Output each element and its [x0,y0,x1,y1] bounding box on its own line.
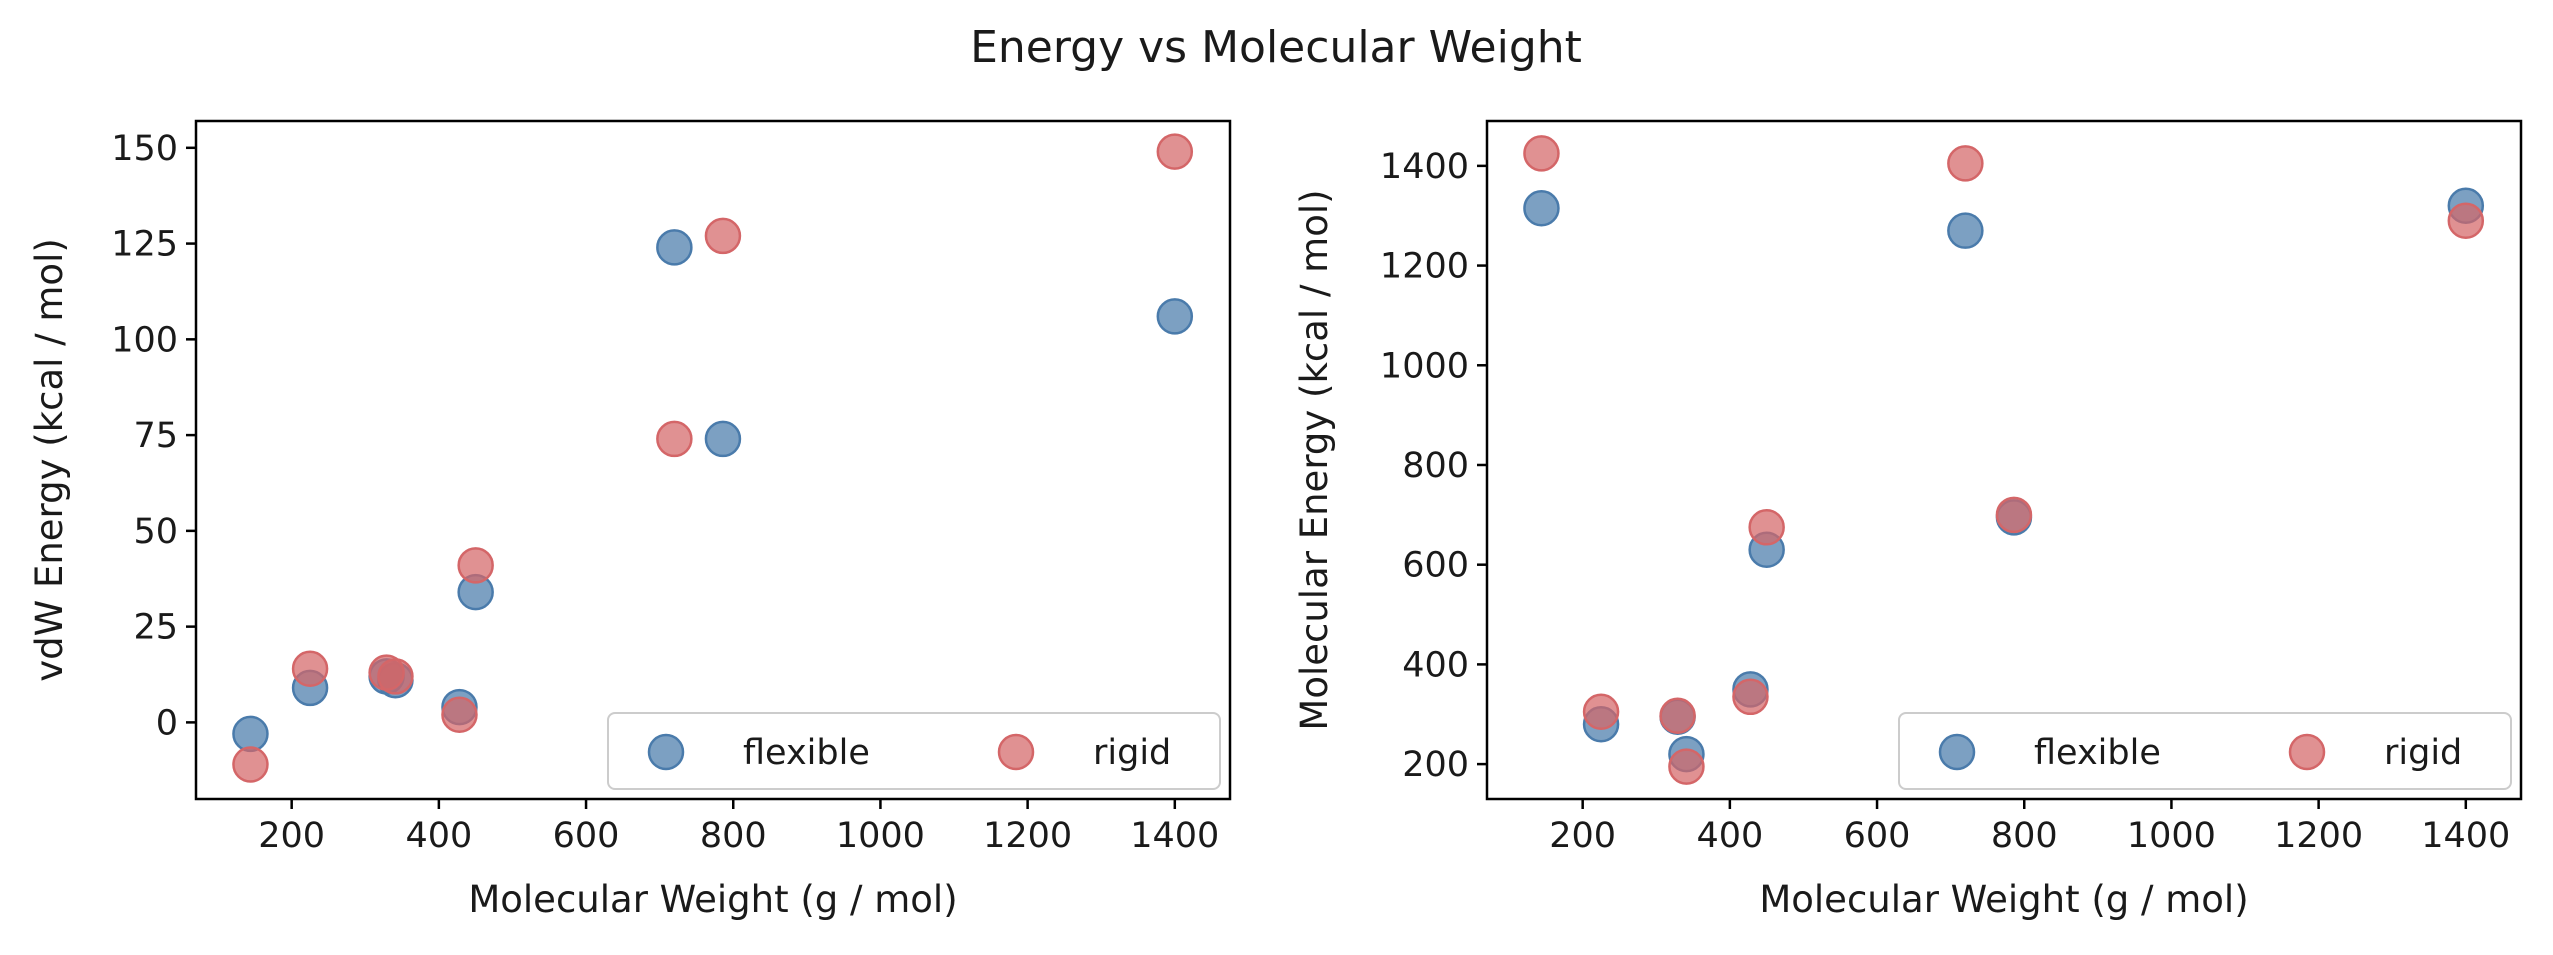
y-tick-label: 100 [111,320,178,360]
data-point-rigid [441,696,478,733]
legend-marker-rigid [2288,733,2326,771]
x-tick-label: 1200 [983,816,1072,856]
data-point-flexible [1156,298,1194,335]
y-tick-label: 1200 [1380,247,1469,287]
legend-label-flexible: flexible [743,733,870,773]
y-tick-label: 150 [111,129,178,169]
data-point-rigid [457,547,494,584]
data-point-flexible [232,715,269,753]
charts-container: 200 400 600 800 1000 1200 1400 0 25 50 75 100 125 150… [28,119,2523,921]
figure-title: Energy vs Molecular Weight [970,22,1582,73]
x-tick-label: 200 [1549,816,1616,856]
y-tick-label: 50 [133,512,178,552]
y-axis-label: Molecular Energy (kcal / mol) [1293,189,1336,730]
y-tick-label: 0 [156,703,178,743]
x-axis-label: Molecular Weight (g / mol) [1759,878,2248,921]
data-point-rigid [1947,145,1984,182]
legend-marker-rigid [997,733,1035,771]
data-point-flexible [1947,212,1984,249]
axes-frame [1485,119,2523,801]
legend-box [1898,712,2512,790]
data-point-rigid [1156,133,1194,170]
x-tick-label: 1400 [2421,816,2510,856]
data-point-rigid [377,658,414,695]
legend-label-rigid: rigid [1093,733,1171,773]
x-tick-label: 400 [1696,816,1763,856]
x-tick-label: 600 [553,816,620,856]
y-tick-label: 200 [1402,745,1469,785]
y-tick-label: 25 [133,608,178,648]
data-point-flexible [704,420,742,458]
series-rigid [1523,135,2485,785]
data-point-rigid [704,217,742,255]
x-tick-label: 600 [1844,816,1911,856]
data-point-rigid [1582,693,1620,731]
series-rigid [232,133,1194,783]
data-point-rigid [291,650,329,688]
data-point-rigid [1668,748,1705,785]
chart-panel-1: 200 400 600 800 1000 1200 1400 0 25 50 75 100 125 150… [28,119,1232,921]
data-point-flexible [656,229,693,266]
data-point-rigid [1659,697,1696,734]
legend: flexible rigid [1898,712,2512,790]
y-tick-label: 800 [1402,446,1469,486]
data-point-rigid [656,420,693,458]
x-tick-label: 1400 [1130,816,1219,856]
y-tick-label: 1400 [1380,147,1469,187]
y-tick-label: 1000 [1380,346,1469,386]
data-point-flexible [1523,189,1560,227]
x-tick-label: 800 [700,816,767,856]
legend-box [607,712,1221,790]
data-point-rigid [1732,678,1769,716]
x-axis-label: Molecular Weight (g / mol) [468,878,957,921]
x-tick-label: 1000 [2127,816,2216,856]
data-point-rigid [1523,135,1560,172]
legend-label-rigid: rigid [2384,733,2462,773]
legend-marker-flexible [1938,733,1976,771]
x-tick-label: 1000 [836,816,925,856]
y-tick-label: 75 [133,416,178,456]
x-tick-label: 400 [405,816,472,856]
chart-panel-2: 200 400 600 800 1000 1200 1400 200 400 600 800 1000… [1293,119,2523,921]
data-point-rigid [2447,202,2485,239]
x-tick-label: 200 [258,816,325,856]
legend-marker-flexible [647,733,685,771]
x-tick-label: 1200 [2274,816,2363,856]
y-axis-label: vdW Energy (kcal / mol) [28,238,71,682]
y-tick-label: 125 [111,225,178,265]
data-point-rigid [232,746,269,783]
x-tick-label: 800 [1991,816,2058,856]
legend-label-flexible: flexible [2034,733,2161,773]
axes-frame [194,119,1232,801]
y-tick-label: 600 [1402,546,1469,586]
data-point-rigid [1995,496,2033,534]
data-point-rigid [1748,509,1785,546]
y-tick-label: 400 [1402,645,1469,685]
legend: flexible rigid [607,712,1221,790]
